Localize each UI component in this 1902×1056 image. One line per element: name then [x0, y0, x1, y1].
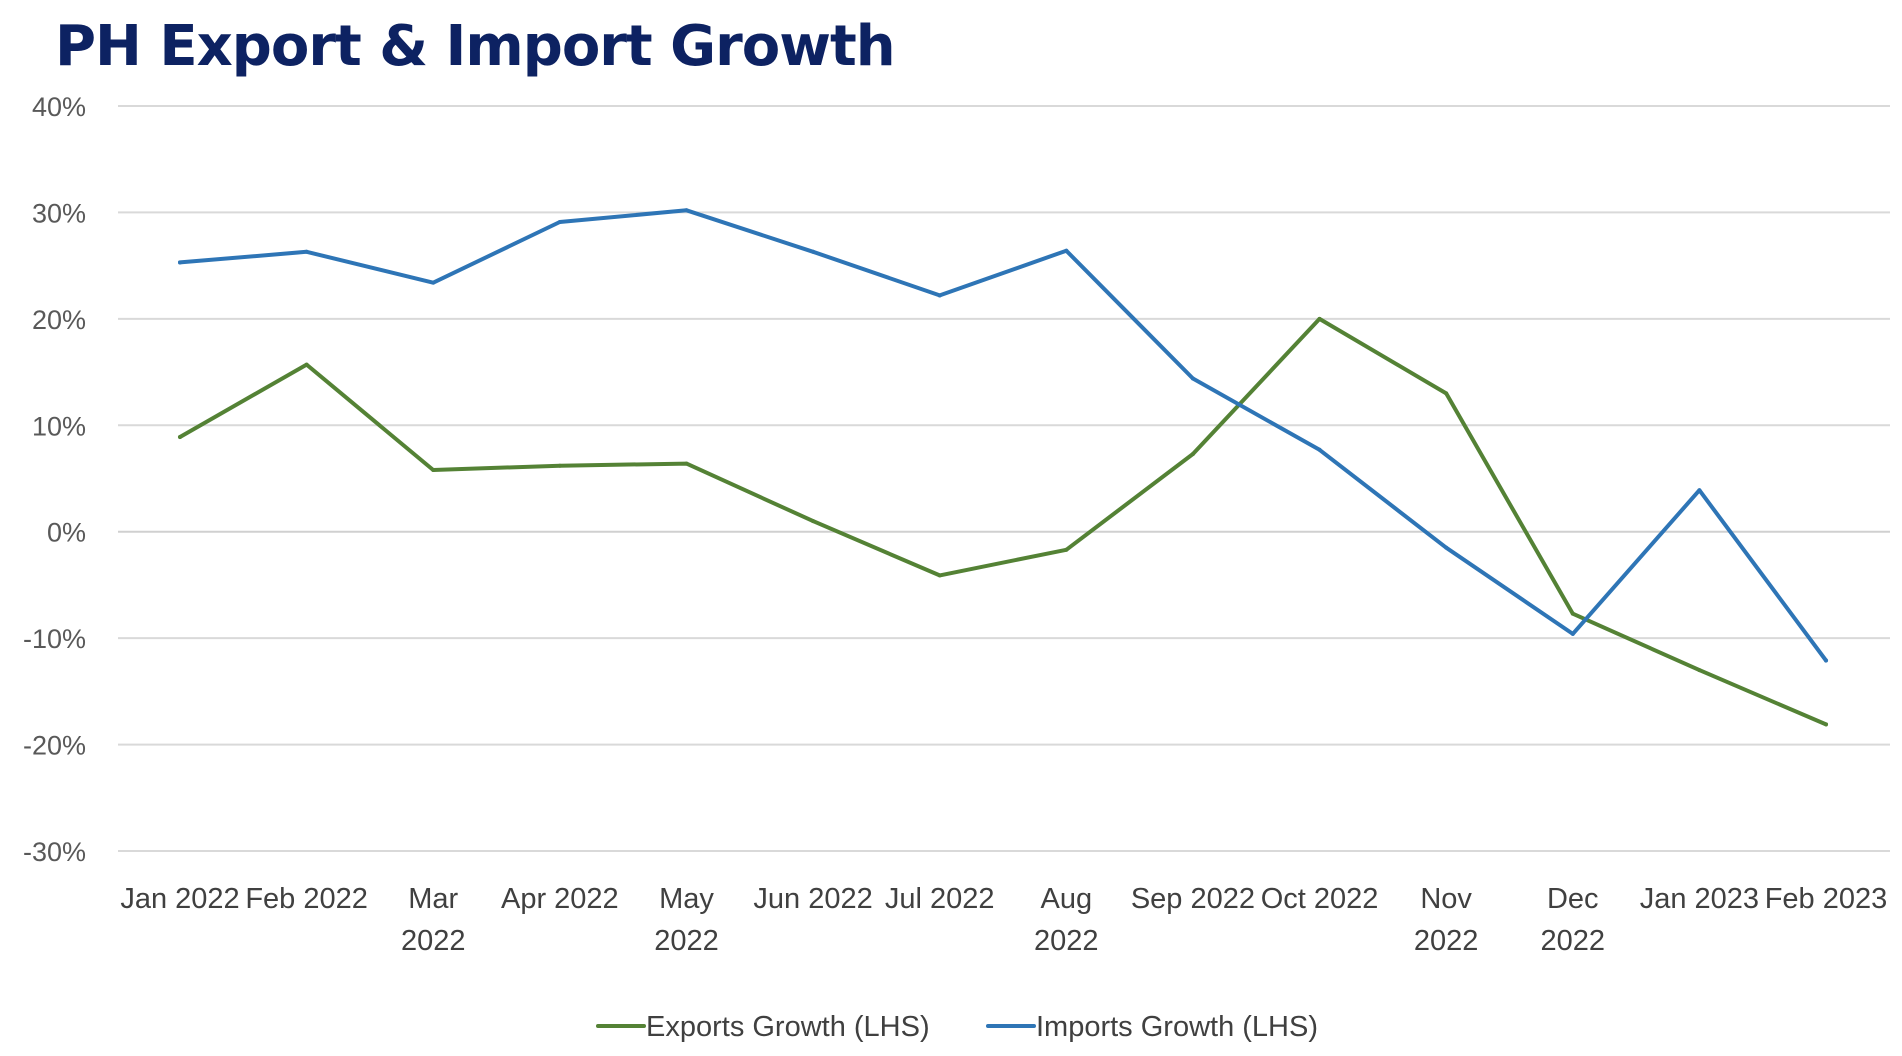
x-tick-label: Jan 2023	[1640, 883, 1759, 915]
chart-title: PH Export & Import Growth	[55, 14, 896, 79]
data-point	[1444, 545, 1449, 550]
y-tick-label: 30%	[32, 198, 86, 228]
data-point	[304, 249, 309, 254]
data-point	[178, 434, 182, 439]
y-axis-tick-labels: 40% 30% 20% 10% 0% -10% -20% -30%	[23, 92, 86, 867]
series-imports-growth	[178, 208, 1828, 663]
data-point	[937, 293, 942, 298]
data-point	[1570, 611, 1575, 616]
data-point	[1570, 631, 1575, 636]
x-tick-label: Aug	[1041, 883, 1093, 915]
data-point	[1824, 658, 1828, 663]
x-tick-label: 2022	[1034, 925, 1099, 957]
series-lines	[178, 208, 1828, 727]
data-point	[557, 220, 562, 225]
y-tick-label: -20%	[23, 731, 86, 761]
x-tick-label: Sep 2022	[1131, 883, 1255, 915]
data-point	[431, 280, 436, 285]
y-tick-label: 40%	[32, 92, 86, 122]
x-tick-label: 2022	[401, 925, 466, 957]
y-tick-label: 0%	[47, 518, 86, 548]
x-tick-label: Feb 2022	[245, 883, 368, 915]
x-tick-label: 2022	[1414, 925, 1479, 957]
data-point	[1444, 391, 1449, 396]
data-point	[178, 260, 182, 265]
data-point	[811, 249, 816, 254]
x-tick-label: Dec	[1547, 883, 1599, 915]
series-line	[178, 316, 1828, 727]
x-tick-label: Apr 2022	[501, 883, 619, 915]
data-point	[431, 467, 436, 472]
x-tick-label: May	[659, 883, 714, 915]
data-point	[1064, 547, 1069, 552]
x-tick-label: Jun 2022	[753, 883, 872, 915]
data-point	[684, 208, 689, 213]
data-point	[684, 461, 689, 466]
x-tick-label: Nov	[1420, 883, 1472, 915]
series-line	[178, 208, 1828, 663]
x-tick-label: Mar	[408, 883, 458, 915]
legend-item: Exports Growth (LHS)	[596, 1011, 930, 1043]
x-tick-label: 2022	[654, 925, 719, 957]
x-tick-label: Feb 2023	[1765, 883, 1888, 915]
x-axis-tick-labels: Jan 2022 Feb 2022 Mar 2022 Apr 2022 May 2022 Ju…	[120, 883, 1887, 957]
data-point	[937, 573, 942, 578]
gridlines	[118, 105, 1890, 852]
legend-label: Imports Growth (LHS)	[1036, 1011, 1318, 1043]
x-tick-label: Jul 2022	[885, 883, 995, 915]
x-tick-label: Jan 2022	[120, 883, 239, 915]
data-point	[1824, 722, 1828, 727]
data-point	[1190, 376, 1195, 381]
series-exports-growth	[178, 316, 1828, 727]
y-tick-label: 20%	[32, 305, 86, 335]
data-point	[1317, 447, 1322, 452]
y-tick-label: -30%	[23, 837, 86, 867]
y-tick-label: -10%	[23, 624, 86, 654]
legend: Exports Growth (LHS) Imports Growth (LHS)	[596, 1011, 1318, 1043]
legend-label: Exports Growth (LHS)	[646, 1011, 930, 1043]
data-point	[1190, 452, 1195, 457]
data-point	[811, 519, 816, 524]
data-point	[304, 362, 309, 367]
data-point	[557, 463, 562, 468]
legend-item: Imports Growth (LHS)	[986, 1011, 1318, 1043]
data-point	[1317, 316, 1322, 321]
y-tick-label: 10%	[32, 411, 86, 441]
data-point	[1064, 248, 1069, 253]
data-point	[1697, 668, 1702, 673]
x-tick-label: Oct 2022	[1261, 883, 1379, 915]
data-point	[1697, 488, 1702, 493]
x-tick-label: 2022	[1541, 925, 1606, 957]
